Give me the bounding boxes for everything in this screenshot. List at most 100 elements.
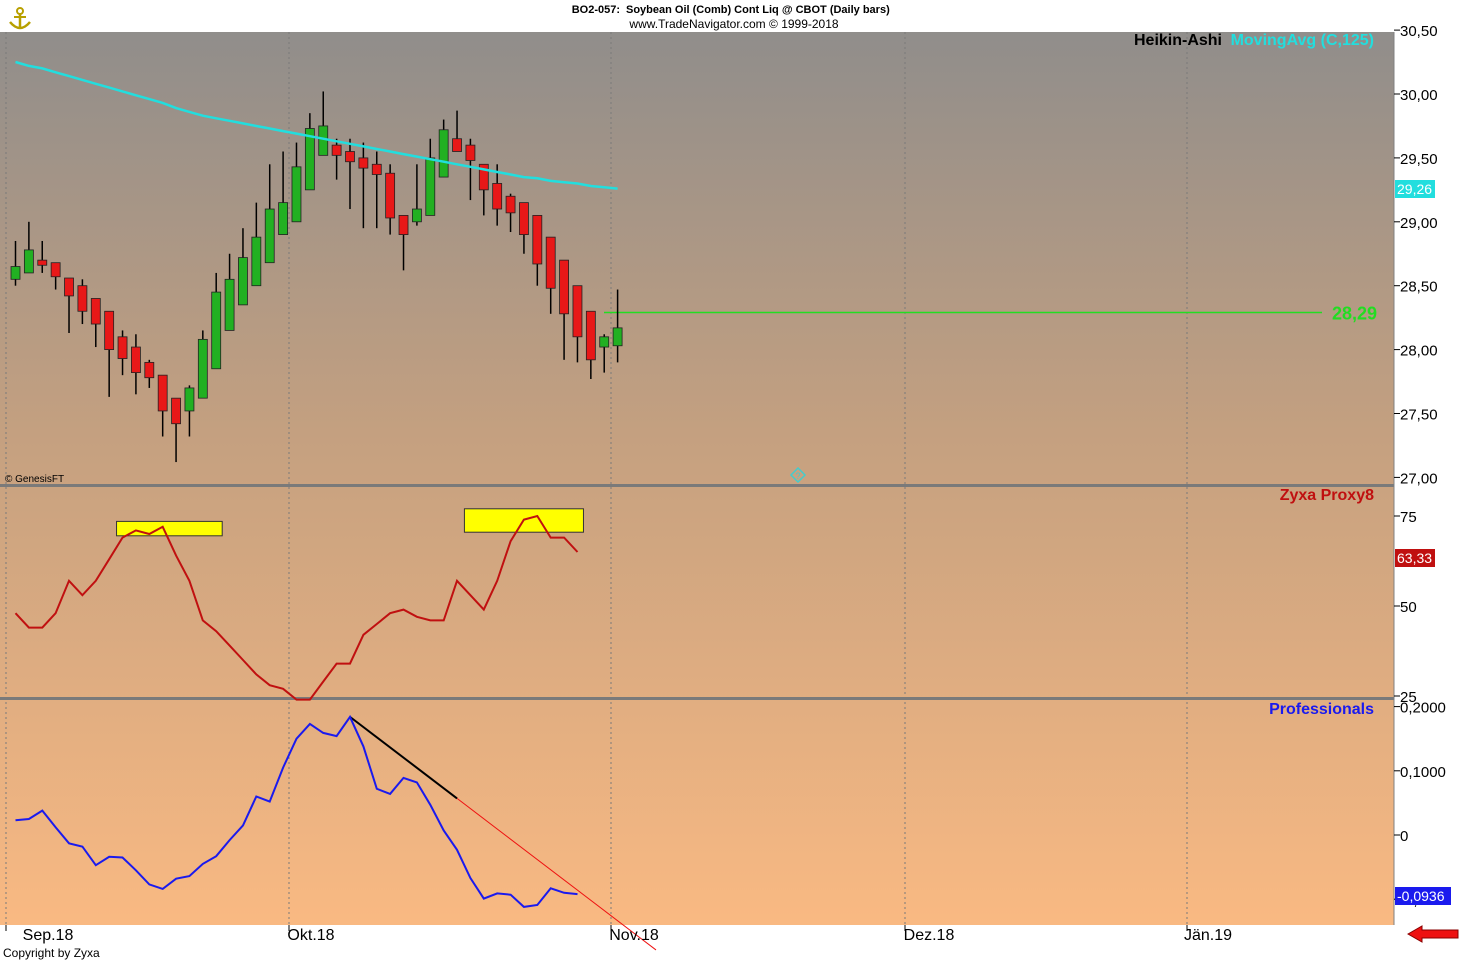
candle-up	[23, 249, 34, 274]
zyxa-proxy8-line	[14, 514, 579, 701]
highlight-box	[116, 520, 223, 537]
candle-down	[37, 259, 48, 266]
time-tick-label: Dez.18	[904, 927, 955, 944]
candle-up	[278, 202, 289, 235]
candle-up	[251, 236, 262, 287]
header-source: www.TradeNavigator.com © 1999-2018	[628, 17, 838, 31]
candle-down	[371, 163, 382, 175]
svg-text:?: ?	[795, 471, 800, 481]
candle-up	[211, 291, 222, 370]
candle-up	[438, 129, 449, 178]
header-symbol: BO2-057:	[572, 4, 620, 16]
price-tick-label: 27,00	[1400, 470, 1438, 487]
price-tick-label: 28,00	[1400, 343, 1438, 360]
candle-down	[545, 236, 556, 289]
candle-down	[492, 183, 503, 210]
title-bar-background	[0, 0, 1468, 32]
candle-up	[612, 327, 623, 347]
candle-down	[117, 336, 128, 359]
candle-down	[345, 151, 355, 163]
candle-up	[425, 157, 436, 216]
vertical-grid	[5, 32, 1188, 925]
candle-up	[318, 125, 329, 156]
pro-tick-label: 0,1000	[1400, 764, 1446, 781]
candle-up	[10, 266, 21, 280]
candle-down	[519, 202, 529, 235]
candle-down	[90, 298, 101, 325]
candle-down	[398, 215, 409, 235]
legend-zyxa-proxy8[interactable]: Zyxa Proxy8	[1280, 487, 1374, 504]
price-tick-label: 29,00	[1400, 215, 1438, 232]
price-level-label: 28,29	[1332, 304, 1377, 324]
candle-up	[224, 278, 235, 331]
candle-down	[131, 346, 141, 374]
price-tick-label: 27,50	[1400, 407, 1438, 424]
pro-value-label: -0,0936	[1397, 888, 1445, 904]
time-tick-label: Okt.18	[287, 927, 334, 944]
header-title: Soybean Oil (Comb) Cont Liq @ CBOT (Dail…	[626, 4, 890, 16]
price-axis: 30,50 30,00 29,50 29,00 28,50 28,00 27,50 27,00	[1394, 23, 1438, 487]
pro-value-tag	[1395, 887, 1451, 905]
proxy-tick-label: 75	[1400, 509, 1417, 526]
time-axis: Sep.18 Okt.18 Nov.18 Dez.18 Jän.19	[5, 925, 1232, 944]
legend-moving-avg[interactable]: MovingAvg (C,125)	[1231, 32, 1374, 49]
moving-average-line	[15, 60, 618, 190]
legend-heikin-ashi[interactable]: Heikin-Ashi	[1134, 32, 1222, 49]
candle-down	[50, 262, 61, 278]
trendline-black[interactable]	[349, 716, 458, 800]
panel-separator	[0, 484, 1394, 487]
price-tick-label: 28,50	[1400, 279, 1438, 296]
time-tick-label: Jän.19	[1184, 927, 1232, 944]
pro-tick-label: 0	[1400, 828, 1408, 845]
professionals-line	[15, 714, 578, 908]
candle-up	[238, 257, 248, 306]
diamond-marker-icon[interactable]: ?	[789, 466, 807, 484]
anchor-logo-icon	[9, 7, 31, 30]
trendline-red-extension[interactable]	[456, 798, 657, 951]
candle-up	[411, 208, 422, 223]
ma-value-tag	[1395, 180, 1435, 198]
legend-professionals[interactable]: Professionals	[1269, 701, 1374, 718]
pro-tick-label: 0,2000	[1400, 700, 1446, 717]
candle-down	[452, 138, 462, 152]
proxy-value-tag	[1395, 549, 1435, 567]
candle-down	[572, 285, 583, 338]
candle-down	[532, 215, 543, 265]
candlestick-series	[10, 91, 623, 463]
candle-down	[505, 195, 516, 214]
price-tick-label: 30,00	[1400, 87, 1438, 104]
candle-up	[264, 208, 275, 264]
watermark: © GenesisFT	[5, 474, 64, 485]
candle-down	[585, 310, 596, 361]
proxy-tick-label: 50	[1400, 599, 1417, 616]
candle-up	[291, 166, 302, 223]
panel-separator	[0, 697, 1394, 700]
candle-up	[184, 387, 195, 412]
candle-down	[385, 172, 396, 219]
candle-down	[465, 144, 476, 161]
time-tick-label: Nov.18	[609, 927, 659, 944]
candle-down	[358, 157, 369, 169]
candle-down	[144, 361, 155, 379]
candle-down	[559, 259, 569, 315]
candle-down	[171, 397, 181, 425]
candle-down	[64, 277, 74, 297]
red-left-arrow-icon[interactable]	[1406, 925, 1459, 943]
price-tick-label: 29,50	[1400, 151, 1438, 168]
price-tick-label: 30,50	[1400, 23, 1438, 40]
time-tick-label: Sep.18	[23, 927, 74, 944]
proxy-axis: 75 50 25	[1394, 509, 1417, 706]
proxy-value-label: 63,33	[1397, 550, 1432, 566]
bottom-axis-background	[0, 925, 1468, 960]
proxy-tick-label: 25	[1400, 689, 1417, 706]
candle-down	[157, 374, 168, 412]
candle-down	[331, 144, 342, 156]
ma-value-label: 29,26	[1397, 181, 1432, 197]
candle-up	[197, 338, 208, 399]
candle-down	[77, 285, 88, 312]
candle-down	[104, 310, 115, 351]
candle-up	[599, 336, 610, 348]
